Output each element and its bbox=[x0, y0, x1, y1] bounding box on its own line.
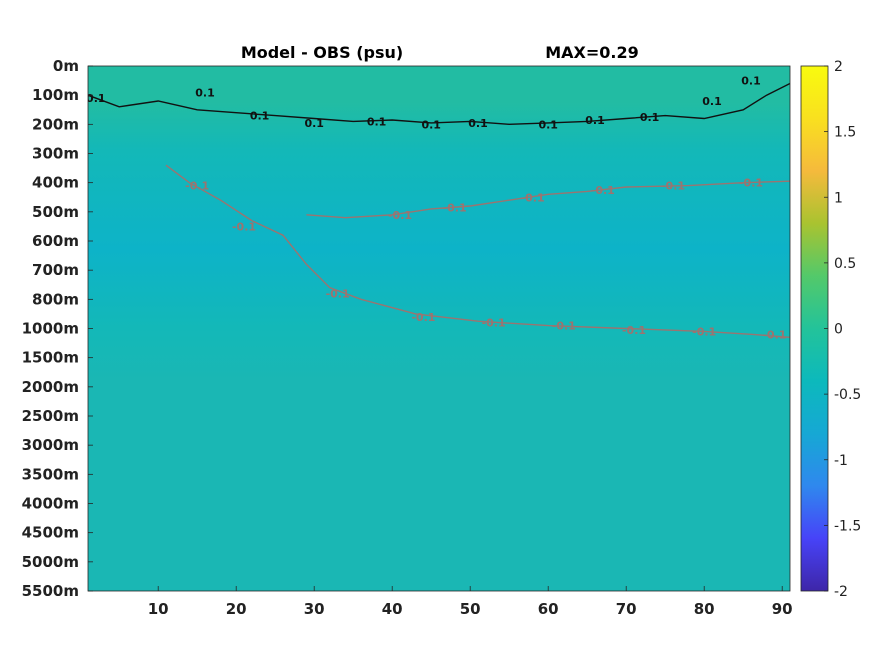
chart-title: Model - OBS (psu) bbox=[241, 43, 403, 62]
colorbar-tick-label: -0.5 bbox=[834, 387, 861, 403]
contour-label: -0.1 bbox=[443, 201, 467, 214]
contour-label: 0.1 bbox=[421, 118, 441, 131]
y-tick-label: 1500m bbox=[22, 349, 79, 367]
y-tick-label: 200m bbox=[32, 115, 79, 133]
y-tick-label: 2500m bbox=[22, 407, 79, 425]
salinity-anomaly-field bbox=[88, 66, 790, 591]
x-tick-label: 10 bbox=[148, 600, 169, 618]
colorbar bbox=[800, 65, 829, 592]
contour-label: 0.1 bbox=[250, 110, 270, 123]
contour-line bbox=[165, 164, 790, 338]
contour-label: -0.1 bbox=[185, 180, 209, 193]
contour-label: -0.1 bbox=[232, 220, 256, 233]
contour-label: -0.1 bbox=[388, 209, 412, 222]
contour-label: 0.1 bbox=[367, 115, 387, 128]
contour-label: -0.1 bbox=[692, 325, 716, 338]
x-tick-label: 30 bbox=[304, 600, 325, 618]
y-tick-label: 800m bbox=[32, 290, 79, 308]
y-tick-label: 300m bbox=[32, 145, 79, 163]
contour-label: -0.1 bbox=[482, 317, 506, 330]
contour-label: -0.1 bbox=[591, 184, 615, 197]
contour-label: -0.1 bbox=[622, 324, 646, 337]
colorbar-tick-label: 1.5 bbox=[834, 125, 856, 141]
contour-line bbox=[88, 82, 790, 126]
y-tick-label: 500m bbox=[32, 203, 79, 221]
max-annotation: MAX=0.29 bbox=[545, 43, 639, 62]
y-tick-label: 5500m bbox=[22, 582, 79, 600]
contour-label: 0.1 bbox=[304, 117, 324, 130]
colorbar-tick-label: -1.5 bbox=[834, 518, 861, 534]
colorbar-tick-label: -2 bbox=[834, 584, 848, 600]
contour-label: 0.1 bbox=[702, 95, 722, 108]
contour-label: -0.1 bbox=[552, 320, 576, 333]
y-tick-label: 3000m bbox=[22, 436, 79, 454]
contour-label: -0.1 bbox=[521, 191, 545, 204]
colorbar-tick-label: -1 bbox=[834, 453, 848, 469]
y-tick-label: 700m bbox=[32, 261, 79, 279]
y-tick-label: 100m bbox=[32, 86, 79, 104]
x-tick-label: 90 bbox=[772, 600, 793, 618]
contour-label: -0.1 bbox=[411, 311, 435, 324]
contour-label: 0.1 bbox=[195, 86, 215, 99]
contour-line bbox=[306, 180, 790, 219]
y-tick-label: 3500m bbox=[22, 465, 79, 483]
y-axis: 0m 100m 200m 300m 400m 500m 600m 700m 800m 1000m 1… bbox=[22, 57, 93, 600]
colorbar-tick-label: 0 bbox=[834, 322, 843, 338]
colorbar-tick-label: 2 bbox=[834, 59, 843, 75]
contour-label: -0.1 bbox=[326, 288, 350, 301]
contour-label: 0.1 bbox=[86, 92, 106, 105]
x-tick-label: 60 bbox=[538, 600, 559, 618]
colorbar-axis: 2 1.5 1 0.5 0 -0.5 -1 -1.5 -2 bbox=[824, 59, 861, 600]
y-tick-label: 4000m bbox=[22, 495, 79, 513]
x-tick-label: 50 bbox=[460, 600, 481, 618]
contour-label: 0.1 bbox=[468, 117, 488, 130]
contour-label: 0.1 bbox=[538, 118, 558, 131]
y-tick-label: 1000m bbox=[22, 320, 79, 338]
contour-label: 0.1 bbox=[741, 75, 761, 88]
y-tick-label: 5000m bbox=[22, 553, 79, 571]
y-tick-label: 4500m bbox=[22, 524, 79, 542]
y-tick-label: 2000m bbox=[22, 378, 79, 396]
contour-label: -0.1 bbox=[661, 180, 685, 193]
x-tick-label: 20 bbox=[226, 600, 247, 618]
y-tick-label: 400m bbox=[32, 174, 79, 192]
x-axis: 10 20 30 40 50 60 70 80 90 bbox=[148, 586, 793, 618]
contour-label: -0.1 bbox=[739, 177, 763, 190]
x-tick-label: 70 bbox=[616, 600, 637, 618]
contour-label: 0.1 bbox=[585, 114, 605, 127]
heatmap-plot-area: 0.1 0.1 0.1 0.1 0.1 0.1 0.1 0.1 0.1 0.1 0.1 0.1 -0.1… bbox=[86, 66, 790, 591]
y-tick-label: 600m bbox=[32, 232, 79, 250]
x-tick-label: 40 bbox=[382, 600, 403, 618]
colorbar-tick-label: 1 bbox=[834, 190, 843, 206]
colorbar-tick-label: 0.5 bbox=[834, 256, 856, 272]
contour-label: 0.1 bbox=[640, 111, 660, 124]
y-tick-label: 0m bbox=[53, 57, 79, 75]
x-tick-label: 80 bbox=[694, 600, 715, 618]
contour-label: -0.1 bbox=[762, 328, 786, 341]
